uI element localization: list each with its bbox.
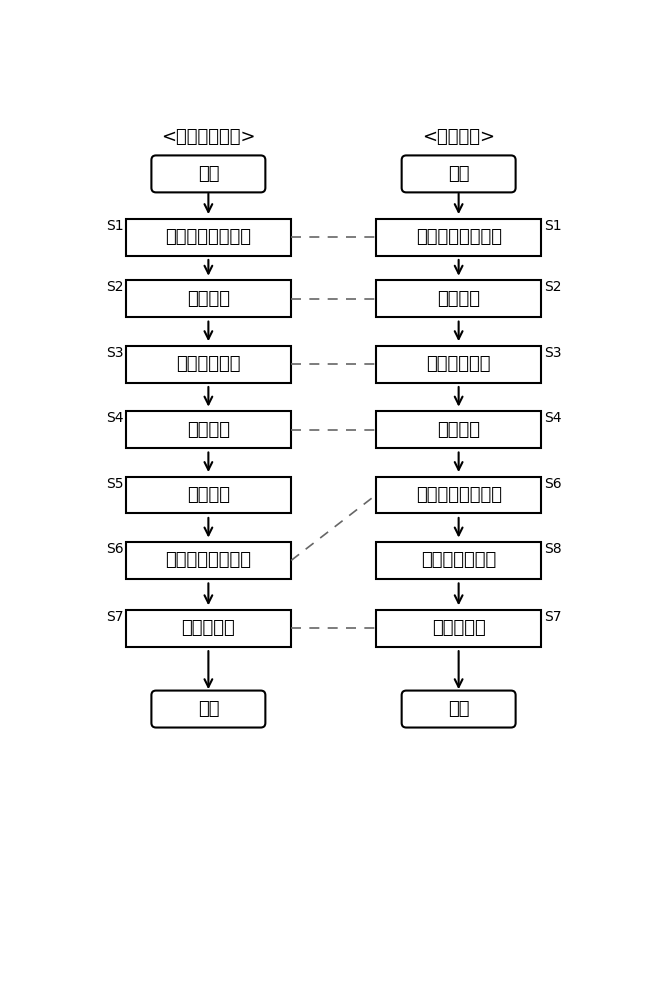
Bar: [125, 219, 291, 256]
Bar: [376, 280, 541, 317]
Text: 开始: 开始: [448, 165, 469, 183]
Text: 容纳在箱中: 容纳在箱中: [432, 619, 486, 637]
Bar: [125, 477, 291, 513]
Bar: [125, 411, 291, 448]
Text: S8: S8: [543, 542, 562, 556]
Text: 加热处理: 加热处理: [437, 421, 480, 439]
Bar: [125, 610, 291, 647]
Text: 冷却处理: 冷却处理: [187, 486, 230, 504]
Text: 加热处理: 加热处理: [187, 421, 230, 439]
Bar: [125, 542, 291, 579]
Text: S5: S5: [106, 477, 124, 491]
Bar: [376, 346, 541, 383]
FancyBboxPatch shape: [151, 691, 265, 728]
Bar: [125, 280, 291, 317]
FancyBboxPatch shape: [151, 155, 265, 192]
Text: 结束: 结束: [448, 700, 469, 718]
Text: S2: S2: [543, 280, 561, 294]
Text: S6: S6: [543, 477, 562, 491]
Text: 容纳在箱中: 容纳在箱中: [181, 619, 235, 637]
Text: 减压干燥处理: 减压干燥处理: [176, 355, 240, 373]
Text: 涂敷处理: 涂敷处理: [437, 290, 480, 308]
Text: <第一实施方式>: <第一实施方式>: [161, 128, 255, 146]
Text: 结束: 结束: [198, 700, 219, 718]
Bar: [376, 542, 541, 579]
Text: S1: S1: [106, 219, 124, 233]
FancyBboxPatch shape: [402, 155, 515, 192]
Text: 开始: 开始: [198, 165, 219, 183]
Text: S4: S4: [543, 411, 561, 425]
Bar: [376, 411, 541, 448]
Text: S1: S1: [543, 219, 562, 233]
Text: 在载物台上空冷: 在载物台上空冷: [421, 551, 496, 569]
Text: 移载至交付载物台: 移载至交付载物台: [165, 228, 252, 246]
Text: 移载至交付载物台: 移载至交付载物台: [415, 486, 502, 504]
Text: S3: S3: [543, 346, 561, 360]
Bar: [376, 219, 541, 256]
Text: 移载至交付载物台: 移载至交付载物台: [415, 228, 502, 246]
Text: 移载至交付载物台: 移载至交付载物台: [165, 551, 252, 569]
Bar: [376, 477, 541, 513]
Text: S3: S3: [106, 346, 124, 360]
Text: 减压干燥处理: 减压干燥处理: [426, 355, 491, 373]
FancyBboxPatch shape: [402, 691, 515, 728]
Text: S7: S7: [106, 610, 124, 624]
Bar: [376, 610, 541, 647]
Text: <现有技术>: <现有技术>: [422, 128, 495, 146]
Text: S7: S7: [543, 610, 561, 624]
Bar: [125, 346, 291, 383]
Text: S4: S4: [106, 411, 124, 425]
Text: S2: S2: [106, 280, 124, 294]
Text: S6: S6: [106, 542, 124, 556]
Text: 涂敷处理: 涂敷处理: [187, 290, 230, 308]
